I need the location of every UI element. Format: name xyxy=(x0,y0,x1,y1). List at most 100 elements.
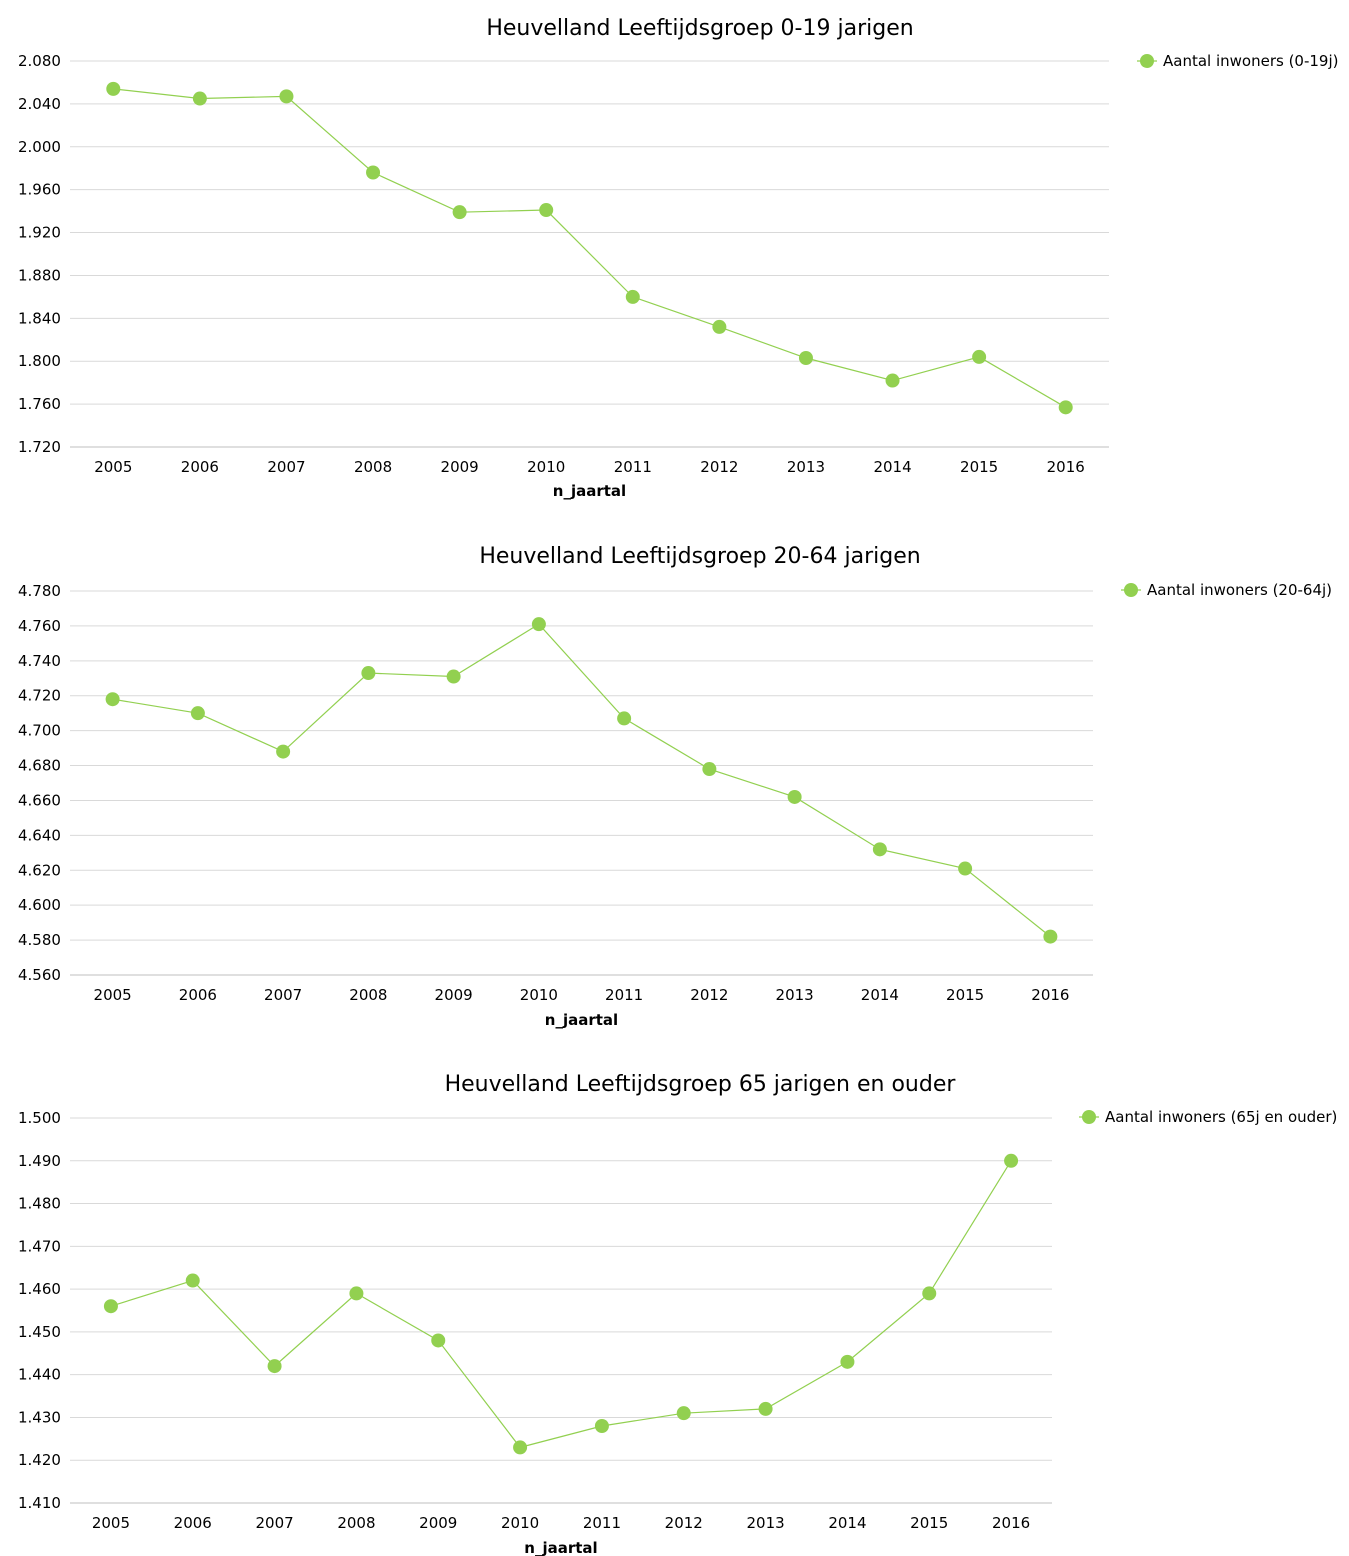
data-point xyxy=(972,349,987,364)
y-tick-label: 4.680 xyxy=(18,757,61,775)
data-point xyxy=(958,861,973,876)
y-tick-label: 4.740 xyxy=(18,652,61,670)
y-tick-label: 1.430 xyxy=(18,1408,61,1426)
x-tick-label: 2014 xyxy=(861,986,899,1004)
y-tick-label: 1.800 xyxy=(18,352,61,370)
x-tick-label: 2007 xyxy=(255,1514,293,1532)
y-tick-label: 1.470 xyxy=(18,1237,61,1255)
x-tick-label: 2008 xyxy=(349,986,387,1004)
x-tick-label: 2009 xyxy=(441,458,479,476)
y-tick-label: 4.640 xyxy=(18,826,61,844)
x-tick-label: 2006 xyxy=(174,1514,212,1532)
x-tick-label: 2015 xyxy=(960,458,998,476)
data-point xyxy=(712,319,727,334)
chart-title: Heuvelland Leeftijdsgroep 65 jarigen en … xyxy=(445,1072,957,1097)
x-tick-label: 2016 xyxy=(1047,458,1085,476)
x-tick-label: 2009 xyxy=(435,986,473,1004)
y-tick-label: 1.500 xyxy=(18,1109,61,1127)
y-tick-label: 4.780 xyxy=(18,582,61,600)
x-tick-label: 2014 xyxy=(873,458,911,476)
data-point xyxy=(431,1333,446,1348)
x-tick-label: 2006 xyxy=(179,986,217,1004)
legend-marker xyxy=(1124,583,1138,597)
series-line xyxy=(110,1160,1012,1449)
x-tick-label: 2013 xyxy=(746,1514,784,1532)
y-tick-label: 1.440 xyxy=(18,1366,61,1384)
x-tick-label: 2005 xyxy=(94,458,132,476)
y-tick-label: 4.760 xyxy=(18,617,61,635)
data-point xyxy=(361,666,376,681)
data-point xyxy=(349,1286,364,1301)
data-point xyxy=(192,91,207,106)
data-point xyxy=(366,165,381,180)
data-point xyxy=(617,711,632,726)
data-point xyxy=(885,373,900,388)
x-tick-label: 2008 xyxy=(337,1514,375,1532)
data-point xyxy=(446,669,461,684)
data-point xyxy=(279,89,294,104)
data-point xyxy=(1058,400,1073,415)
chart-1-svg: Heuvelland Leeftijdsgroep 20-64 jarigen 4… xyxy=(18,544,1332,1029)
data-point xyxy=(276,744,291,759)
x-tick-label: 2013 xyxy=(787,458,825,476)
data-point xyxy=(513,1440,528,1455)
x-axis-label: n_jaartal xyxy=(545,1011,618,1029)
y-tick-label: 1.720 xyxy=(18,438,61,456)
data-point xyxy=(539,203,554,218)
data-point xyxy=(676,1406,691,1421)
x-tick-label: 2010 xyxy=(520,986,558,1004)
data-point xyxy=(758,1401,773,1416)
x-tick-label: 2006 xyxy=(181,458,219,476)
x-tick-label: 2007 xyxy=(264,986,302,1004)
data-point xyxy=(267,1359,282,1374)
data-point xyxy=(1043,929,1058,944)
data-point xyxy=(105,692,120,707)
x-tick-label: 2008 xyxy=(354,458,392,476)
series-line xyxy=(113,88,1067,408)
x-tick-label: 2013 xyxy=(776,986,814,1004)
x-tick-label: 2016 xyxy=(1031,986,1069,1004)
chart-0-svg: Heuvelland Leeftijdsgroep 0-19 jarigen 1.… xyxy=(18,16,1339,500)
data-point xyxy=(625,289,640,304)
y-tick-label: 1.960 xyxy=(18,181,61,199)
x-tick-label: 2007 xyxy=(267,458,305,476)
chart-leeftijdsgroep-0-19: Heuvelland Leeftijdsgroep 0-19 jarigen 1.… xyxy=(0,0,1349,510)
data-point xyxy=(103,1299,118,1314)
x-tick-label: 2005 xyxy=(92,1514,130,1532)
legend-label: Aantal inwoners (65j en ouder) xyxy=(1105,1108,1337,1126)
x-axis-label: n_jaartal xyxy=(553,482,626,500)
x-tick-label: 2014 xyxy=(828,1514,866,1532)
data-point xyxy=(922,1286,937,1301)
x-axis-label: n_jaartal xyxy=(524,1539,597,1556)
x-tick-label: 2016 xyxy=(992,1514,1030,1532)
series-line xyxy=(112,623,1051,938)
data-point xyxy=(185,1273,200,1288)
x-tick-label: 2009 xyxy=(419,1514,457,1532)
y-tick-label: 4.700 xyxy=(18,722,61,740)
data-point xyxy=(872,842,887,857)
data-point xyxy=(531,617,546,632)
data-point xyxy=(452,205,467,220)
x-tick-label: 2011 xyxy=(614,458,652,476)
y-tick-label: 1.480 xyxy=(18,1195,61,1213)
x-tick-label: 2010 xyxy=(527,458,565,476)
y-tick-label: 1.410 xyxy=(18,1494,61,1512)
y-tick-label: 4.620 xyxy=(18,861,61,879)
y-tick-label: 4.720 xyxy=(18,687,61,705)
y-tick-label: 1.840 xyxy=(18,309,61,327)
data-point xyxy=(106,81,121,96)
chart-2-svg: Heuvelland Leeftijdsgroep 65 jarigen en … xyxy=(18,1072,1337,1556)
data-point xyxy=(702,762,717,777)
y-tick-label: 4.580 xyxy=(18,931,61,949)
y-tick-label: 1.920 xyxy=(18,224,61,242)
x-tick-label: 2012 xyxy=(690,986,728,1004)
x-tick-label: 2012 xyxy=(700,458,738,476)
data-point xyxy=(840,1354,855,1369)
y-tick-label: 4.600 xyxy=(18,896,61,914)
chart-leeftijdsgroep-20-64: Heuvelland Leeftijdsgroep 20-64 jarigen 4… xyxy=(0,528,1349,1038)
x-tick-label: 2011 xyxy=(605,986,643,1004)
legend-marker xyxy=(1082,1110,1096,1124)
y-tick-label: 1.420 xyxy=(18,1451,61,1469)
chart-leeftijdsgroep-65-plus: Heuvelland Leeftijdsgroep 65 jarigen en … xyxy=(0,1056,1349,1556)
x-tick-label: 2015 xyxy=(910,1514,948,1532)
